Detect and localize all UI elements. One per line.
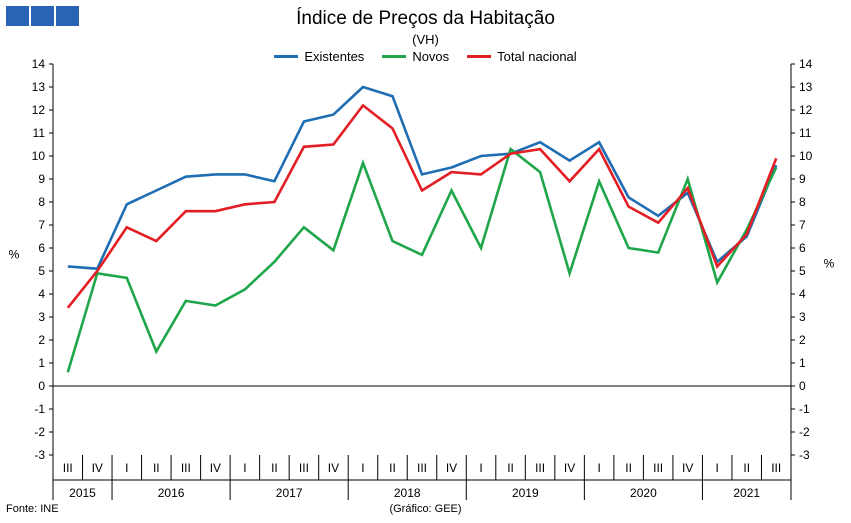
year-label: 2021	[733, 486, 760, 500]
chart-title: Índice de Preços da Habitação	[296, 8, 555, 29]
y-tick-label-right: 12	[799, 103, 813, 117]
y-tick-label-left: -1	[34, 402, 45, 416]
quarter-label: III	[653, 461, 663, 475]
y-tick-label-left: 12	[32, 103, 46, 117]
quarter-label: IV	[92, 461, 103, 475]
legend-label: Novos	[412, 49, 450, 64]
quarter-label: III	[417, 461, 427, 475]
y-tick-label-right: 0	[799, 379, 806, 393]
quarter-label: IV	[446, 461, 457, 475]
quarter-label: I	[125, 461, 128, 475]
y-tick-label-right: 2	[799, 333, 806, 347]
y-tick-label-right: 14	[799, 57, 813, 71]
y-tick-label-left: 14	[32, 57, 46, 71]
year-label: 2017	[276, 486, 303, 500]
y-tick-label-left: 2	[38, 333, 45, 347]
y-tick-label-right: 7	[799, 218, 806, 232]
year-label: 2015	[69, 486, 96, 500]
quarter-label: II	[507, 461, 514, 475]
quarter-label: III	[299, 461, 309, 475]
chart-subtitle: (VH)	[412, 32, 439, 47]
y-tick-label-left: 1	[38, 356, 45, 370]
y-tick-label-right: 11	[799, 126, 812, 140]
legend-item-existentes: Existentes	[274, 49, 364, 64]
quarter-label: III	[181, 461, 191, 475]
y-tick-label-right: 3	[799, 310, 806, 324]
quarter-label: IV	[210, 461, 221, 475]
quarter-label: III	[535, 461, 545, 475]
y-tick-label-left: 0	[38, 379, 45, 393]
y-tick-label-left: -3	[34, 448, 45, 462]
y-tick-label-left: 4	[38, 287, 45, 301]
y-tick-label-left: 9	[38, 172, 45, 186]
year-label: 2018	[394, 486, 421, 500]
logo-block	[6, 6, 29, 26]
quarter-label: II	[743, 461, 750, 475]
legend-swatch	[382, 55, 407, 58]
logo-block	[56, 6, 79, 26]
y-tick-label-left: 10	[32, 149, 46, 163]
y-tick-label-left: 8	[38, 195, 45, 209]
y-tick-label-left: 13	[32, 80, 46, 94]
y-axis-label-left: %	[9, 248, 20, 262]
series-line-existentes	[67, 85, 778, 271]
legend-label: Total nacional	[497, 49, 577, 64]
quarter-label: IV	[328, 461, 339, 475]
quarter-label: I	[243, 461, 246, 475]
y-tick-label-right: 10	[799, 149, 813, 163]
legend-label: Existentes	[304, 49, 365, 64]
y-tick-label-right: 1	[799, 356, 806, 370]
quarter-label: I	[361, 461, 364, 475]
quarter-label: III	[63, 461, 73, 475]
y-tick-label-left: 6	[38, 241, 45, 255]
quarter-label: I	[597, 461, 600, 475]
y-tick-label-right: 5	[799, 264, 806, 278]
quarter-label: IV	[564, 461, 575, 475]
year-label: 2020	[630, 486, 657, 500]
quarter-label: IV	[682, 461, 693, 475]
series-line-novos	[66, 146, 778, 373]
chart-legend: Existentes Novos Total nacional	[0, 49, 851, 64]
y-tick-label-left: -2	[34, 425, 45, 439]
quarter-label: II	[389, 461, 396, 475]
year-label: 2016	[158, 486, 185, 500]
legend-swatch	[467, 55, 492, 58]
y-axis-label-right: %	[824, 257, 835, 271]
y-tick-label-left: 3	[38, 310, 45, 324]
y-tick-label-right: 4	[799, 287, 806, 301]
y-tick-label-right: 8	[799, 195, 806, 209]
y-tick-label-left: 5	[38, 264, 45, 278]
quarter-label: II	[271, 461, 278, 475]
source-note: Fonte: INE	[6, 503, 59, 515]
y-tick-label-left: 11	[33, 126, 46, 140]
quarter-label: III	[771, 461, 781, 475]
quarter-label: I	[716, 461, 719, 475]
y-tick-label-right: 13	[799, 80, 813, 94]
year-label: 2019	[512, 486, 539, 500]
series-line-total-nacional	[66, 103, 778, 309]
y-tick-label-right: -2	[799, 425, 810, 439]
legend-item-total-nacional: Total nacional	[467, 49, 577, 64]
legend-item-novos: Novos	[382, 49, 449, 64]
gee-logo-icon	[6, 6, 79, 26]
quarter-label: II	[625, 461, 632, 475]
logo-block	[31, 6, 54, 26]
legend-swatch	[274, 55, 299, 58]
y-tick-label-right: -3	[799, 448, 810, 462]
y-tick-label-left: 7	[38, 218, 45, 232]
credit-note: (Gráfico: GEE)	[389, 503, 462, 515]
quarter-label: II	[153, 461, 160, 475]
y-tick-label-right: 9	[799, 172, 806, 186]
y-tick-label-right: 6	[799, 241, 806, 255]
y-tick-label-right: -1	[799, 402, 810, 416]
quarter-label: I	[479, 461, 482, 475]
